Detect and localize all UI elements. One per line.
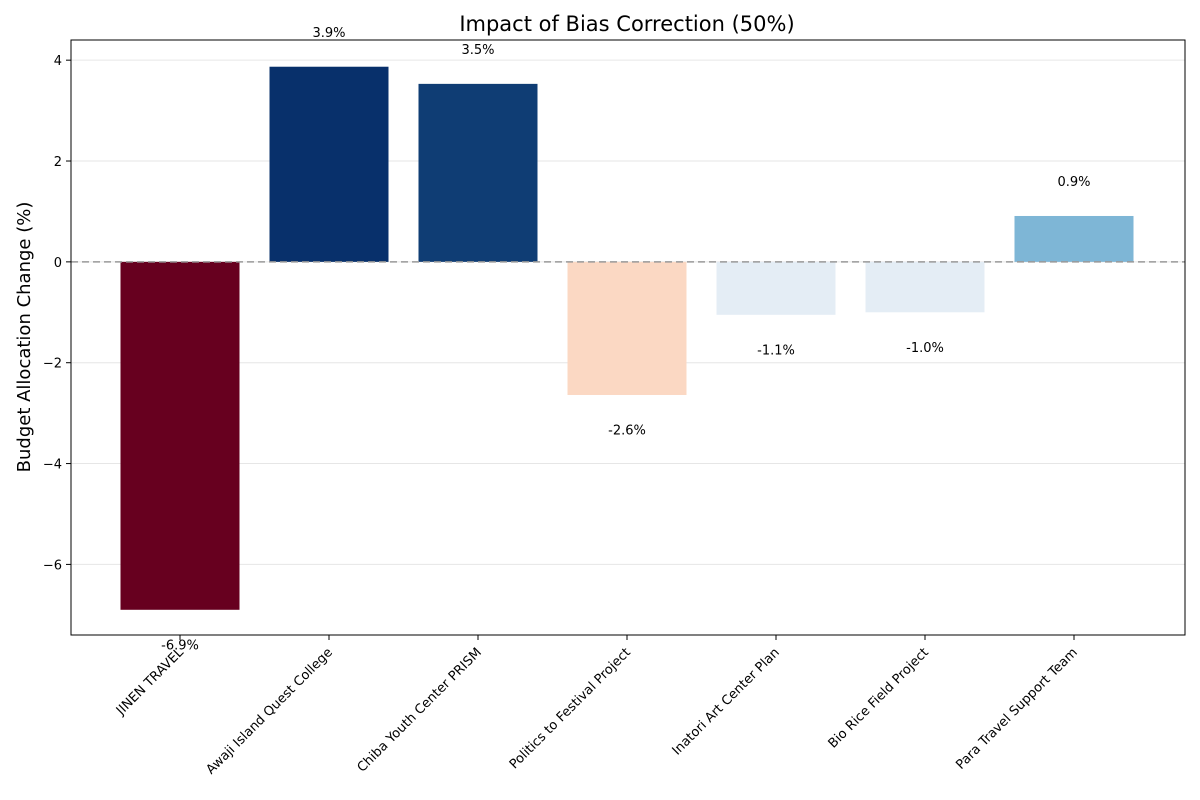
bar [418, 83, 538, 262]
x-tick-label: JINEN TRAVEL [113, 645, 187, 719]
y-tick-label: 0 [54, 256, 62, 271]
y-axis-label: Budget Allocation Change (%) [14, 202, 35, 473]
bar [269, 66, 389, 262]
x-tick-label: Politics to Festival Project [507, 645, 634, 772]
data-label: -6.9% [161, 639, 199, 654]
data-label: 3.5% [461, 43, 494, 58]
plot-frame [70, 39, 1186, 636]
y-tick-label: 4 [54, 54, 62, 69]
data-label: 0.9% [1057, 175, 1090, 190]
x-tick-label: Awaji Island Quest College [204, 645, 336, 777]
data-label: 3.9% [312, 26, 345, 41]
chart-title: Impact of Bias Correction (50%) [459, 12, 794, 36]
bar [865, 261, 985, 313]
y-axis: 4 2 0 −2 −4 −6 [43, 54, 71, 573]
data-label: -1.1% [757, 344, 795, 359]
x-tick-label: Bio Rice Field Project [826, 645, 932, 751]
bars [120, 66, 1134, 610]
x-axis: JINEN TRAVEL Awaji Island Quest College Ch… [113, 635, 1081, 778]
bar [567, 261, 687, 395]
data-label: -2.6% [608, 424, 646, 439]
y-tick-label: −4 [43, 458, 62, 473]
x-tick-label: Chiba Youth Center PRISM [355, 645, 485, 775]
x-tick-label: Para Travel Support Team [953, 645, 1081, 773]
y-tick-label: −2 [43, 357, 62, 372]
bar [716, 261, 836, 315]
y-tick-label: 2 [54, 155, 62, 170]
bar [120, 261, 240, 610]
x-tick-label: Inatori Art Center Plan [670, 645, 783, 758]
y-tick-label: −6 [43, 558, 62, 573]
bar [1014, 215, 1134, 262]
data-labels: -6.9% 3.9% 3.5% -2.6% -1.1% -1.0% 0.9% [161, 26, 1090, 654]
data-label: -1.0% [906, 341, 944, 356]
